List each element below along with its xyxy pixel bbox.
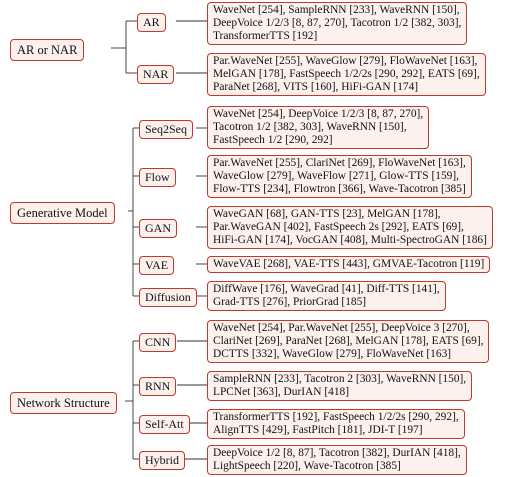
category-self-att: Self-Att <box>139 415 190 434</box>
category-label: Seq2Seq <box>145 122 187 136</box>
leaf-line: HiFi-GAN [174], VocGAN [408], Multi-Spec… <box>213 234 487 246</box>
category-hybrid: Hybrid <box>139 451 185 470</box>
leaf-line: LPCNet [363], DurIAN [418] <box>213 386 350 398</box>
root-ar-or-nar: AR or NAR <box>10 39 85 61</box>
category-label: CNN <box>145 335 171 349</box>
category-label: Diffusion <box>145 290 191 304</box>
leaf-line: WaveGAN [68], GAN-TTS [23], MelGAN [178]… <box>213 208 441 220</box>
root-label: AR or NAR <box>17 43 78 57</box>
leaf-line: Grad-TTS [276], PriorGrad [185] <box>213 296 367 308</box>
leaf-ar-models: WaveNet [254], SampleRNN [233], WaveRNN … <box>207 2 468 45</box>
leaf-self-att-models: TransformerTTS [192], FastSpeech 1/2/2s … <box>207 409 465 439</box>
leaf-gan-models: WaveGAN [68], GAN-TTS [23], MelGAN [178]… <box>207 206 493 249</box>
leaf-diffusion-models: DiffWave [176], WaveGrad [41], Diff-TTS … <box>207 281 446 311</box>
leaf-line: ClariNet [269], ParaNet [268], MelGAN [1… <box>213 335 484 347</box>
root-generative-model: Generative Model <box>10 202 115 224</box>
category-label: NAR <box>143 67 169 81</box>
category-ar: AR <box>137 13 166 32</box>
root-label: Generative Model <box>17 206 108 220</box>
category-gan: GAN <box>139 219 177 238</box>
leaf-line: SampleRNN [233], Tacotron 2 [303], WaveR… <box>213 373 467 385</box>
leaf-seq2seq-models: WaveNet [254], DeepVoice 1/2/3 [8, 87, 2… <box>207 106 430 149</box>
leaf-hybrid-models: DeepVoice 1/2 [8, 87], Tacotron [382], D… <box>207 445 467 475</box>
leaf-line: DeepVoice 1/2 [8, 87], Tacotron [382], D… <box>213 447 461 459</box>
leaf-vae-models: WaveVAE [268], VAE-TTS [443], GMVAE-Taco… <box>207 256 491 273</box>
leaf-line: Par.WaveNet [255], ClariNet [269], FloWa… <box>213 157 466 169</box>
leaf-line: WaveVAE [268], VAE-TTS [443], GMVAE-Taco… <box>213 258 485 270</box>
category-seq2seq: Seq2Seq <box>139 120 193 139</box>
category-diffusion: Diffusion <box>139 288 197 307</box>
leaf-flow-models: Par.WaveNet [255], ClariNet [269], FloWa… <box>207 155 472 198</box>
leaf-cnn-models: WaveNet [254], Par.WaveNet [255], DeepVo… <box>207 320 490 363</box>
category-vae: VAE <box>139 256 175 275</box>
leaf-line: Par.WaveGAN [402], FastSpeech 2s [292], … <box>213 221 464 233</box>
category-label: Self-Att <box>145 417 184 431</box>
category-label: Hybrid <box>145 453 179 467</box>
category-label: VAE <box>145 258 169 272</box>
leaf-nar-models: Par.WaveNet [255], WaveGlow [279], FloWa… <box>207 53 486 96</box>
leaf-line: MelGAN [178], FastSpeech 1/2/2s [290, 29… <box>213 68 480 80</box>
leaf-line: WaveNet [254], DeepVoice 1/2/3 [8, 87, 2… <box>213 108 424 120</box>
category-nar: NAR <box>137 65 175 84</box>
leaf-line: DeepVoice 1/2/3 [8, 87, 270], Tacotron 1… <box>213 17 462 29</box>
root-network-structure: Network Structure <box>10 392 117 414</box>
leaf-line: TransformerTTS [192], FastSpeech 1/2/2s … <box>213 411 459 423</box>
category-flow: Flow <box>139 168 176 187</box>
category-label: GAN <box>145 221 171 235</box>
leaf-line: DCTTS [332], WaveGlow [279], FloWaveNet … <box>213 348 452 360</box>
leaf-line: Par.WaveNet [255], WaveGlow [279], FloWa… <box>213 55 478 67</box>
category-label: Flow <box>145 170 170 184</box>
category-cnn: CNN <box>139 333 177 352</box>
leaf-line: Flow-TTS [234], Flowtron [366], Wave-Tac… <box>213 183 466 195</box>
category-label: RNN <box>145 379 171 393</box>
leaf-line: Tacotron 1/2 [382, 303], WaveRNN [150], <box>213 121 407 133</box>
leaf-rnn-models: SampleRNN [233], Tacotron 2 [303], WaveR… <box>207 371 473 401</box>
leaf-line: ParaNet [268], VITS [160], HiFi-GAN [174… <box>213 81 419 93</box>
leaf-line: WaveGlow [279], WaveFlow [271], Glow-TTS… <box>213 170 459 182</box>
leaf-line: WaveNet [254], SampleRNN [233], WaveRNN … <box>213 4 460 16</box>
leaf-line: TransformerTTS [192] <box>213 30 318 42</box>
leaf-line: FastSpeech 1/2 [290, 292] <box>213 134 333 146</box>
category-rnn: RNN <box>139 377 177 396</box>
category-label: AR <box>143 15 160 29</box>
leaf-line: WaveNet [254], Par.WaveNet [255], DeepVo… <box>213 322 470 334</box>
leaf-line: LightSpeech [220], Wave-Tacotron [385] <box>213 460 401 472</box>
leaf-line: AlignTTS [429], FastPitch [181], JDI-T [… <box>213 424 423 436</box>
leaf-line: DiffWave [176], WaveGrad [41], Diff-TTS … <box>213 283 440 295</box>
root-label: Network Structure <box>17 396 110 410</box>
